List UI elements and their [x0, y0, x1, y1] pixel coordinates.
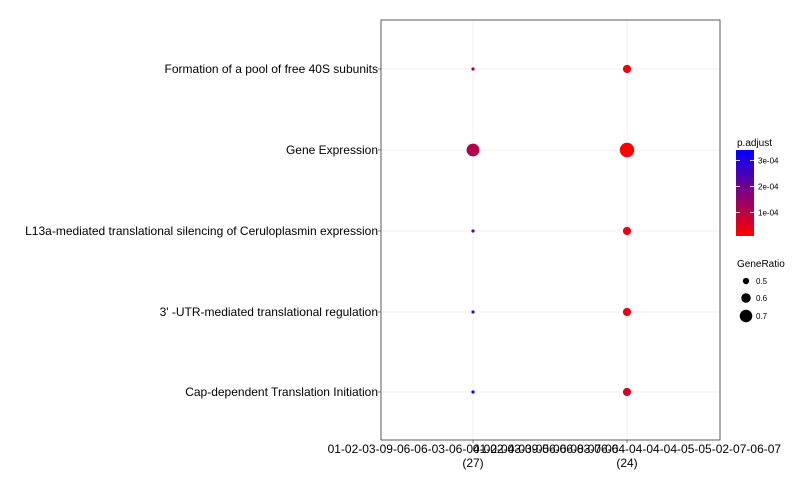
size-legend-label: 0.5 — [756, 277, 768, 286]
p-adjust-legend-title: p.adjust — [737, 138, 772, 149]
y-tick-label: Gene Expression — [286, 143, 378, 157]
data-point — [622, 226, 632, 236]
x-axis-labels: 01-02-03-09-06-06-03-06-04-02-04-03-05-0… — [328, 440, 782, 470]
x-tick-count: (24) — [616, 456, 637, 470]
colorbar-tick-label: 1e-04 — [758, 209, 779, 218]
data-point — [471, 67, 475, 71]
y-tick-label: 3' -UTR-mediated translational regulatio… — [160, 305, 378, 319]
size-legend-key — [739, 309, 753, 323]
x-tick-count: (27) — [462, 456, 483, 470]
y-tick-label: L13a-mediated translational silencing of… — [25, 224, 378, 238]
p-adjust-colorbar — [736, 150, 754, 236]
grid-lines — [381, 20, 720, 440]
colorbar-tick-label: 3e-04 — [758, 156, 779, 165]
data-point — [471, 229, 475, 233]
size-legend-key — [741, 293, 751, 303]
gene-ratio-legend: GeneRatio 0.5 0.6 0.7 — [737, 259, 785, 323]
data-points — [466, 64, 635, 397]
data-point — [619, 142, 635, 158]
size-legend-key — [742, 277, 750, 285]
data-point — [622, 64, 632, 74]
size-legend-label: 0.7 — [756, 312, 768, 321]
x-tick-label: 01-02-03-09-06-06-03-06-04-02-04-03-05-0… — [328, 442, 619, 456]
colorbar-tick-label: 2e-04 — [758, 182, 779, 191]
data-point — [466, 143, 480, 157]
y-tick-label: Cap-dependent Translation Initiation — [185, 385, 378, 399]
y-tick-label: Formation of a pool of free 40S subunits — [165, 62, 378, 76]
size-legend-label: 0.6 — [756, 294, 768, 303]
data-point — [471, 310, 475, 314]
data-point — [622, 307, 632, 317]
p-adjust-legend: p.adjust 1e-04 2e-04 3e-04 — [736, 138, 779, 236]
gene-ratio-legend-title: GeneRatio — [737, 259, 785, 270]
data-point — [622, 387, 632, 397]
x-tick-label: 01-02-03-09-06-06-03-06-04-04-04-04-05-0… — [473, 442, 782, 456]
plot-panel-border — [380, 19, 721, 441]
y-axis-labels: Formation of a pool of free 40S subunits… — [25, 62, 381, 399]
data-point — [471, 390, 475, 394]
